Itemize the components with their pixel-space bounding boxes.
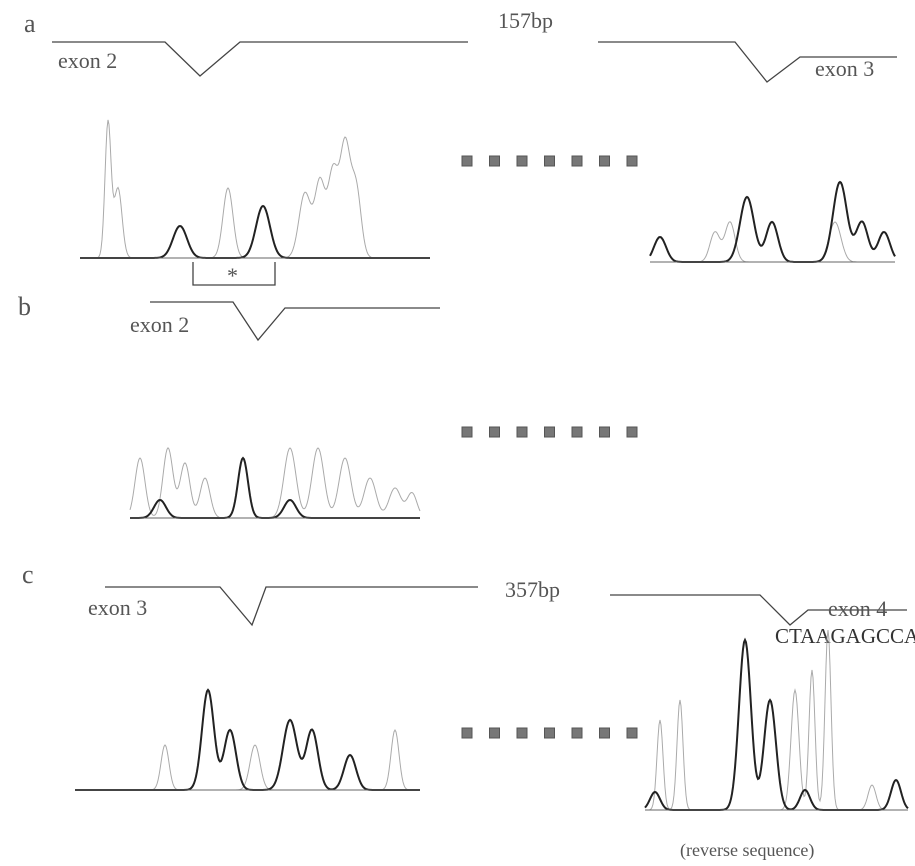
separator: [517, 728, 527, 738]
chromatograms: [75, 120, 908, 810]
figure: a exon 2 157bp exon 3 * b exon 2 c exon …: [0, 0, 915, 866]
trace: [80, 206, 430, 258]
trace: [75, 730, 420, 790]
separator: [545, 728, 555, 738]
marker: *: [227, 263, 238, 288]
separator: [545, 427, 555, 437]
separator: [572, 156, 582, 166]
separator: [517, 427, 527, 437]
separator: [627, 156, 637, 166]
sequence: CTAAGAGCCAAAAG: [775, 624, 915, 648]
panel-label: c: [22, 560, 34, 589]
panel-label: b: [18, 292, 31, 321]
separator: [490, 728, 500, 738]
separator: [627, 728, 637, 738]
panel-label: a: [24, 9, 36, 38]
exon-label: exon 3: [88, 595, 147, 620]
trace: [645, 630, 908, 810]
exon-label: exon 4: [828, 596, 887, 621]
trace: [130, 458, 420, 518]
separator: [600, 728, 610, 738]
exon-label: exon 3: [815, 56, 874, 81]
gap-label: 157bp: [498, 8, 553, 33]
trace: [645, 640, 908, 810]
separator: [490, 427, 500, 437]
separator: [462, 427, 472, 437]
separator: [490, 156, 500, 166]
trace: [130, 448, 420, 518]
separator: [545, 156, 555, 166]
separator: [517, 156, 527, 166]
separator: [572, 427, 582, 437]
separator: [600, 156, 610, 166]
note: (reverse sequence): [680, 840, 814, 861]
separator: [600, 427, 610, 437]
trace: [80, 120, 430, 258]
exon-label: exon 2: [130, 312, 189, 337]
intron-line: [150, 302, 440, 340]
separator: [572, 728, 582, 738]
separator: [462, 728, 472, 738]
gap-label: 357bp: [505, 577, 560, 602]
trace: [650, 182, 895, 262]
separator: [462, 156, 472, 166]
intron-line: [105, 587, 478, 625]
exon-label: exon 2: [58, 48, 117, 73]
separator: [627, 427, 637, 437]
